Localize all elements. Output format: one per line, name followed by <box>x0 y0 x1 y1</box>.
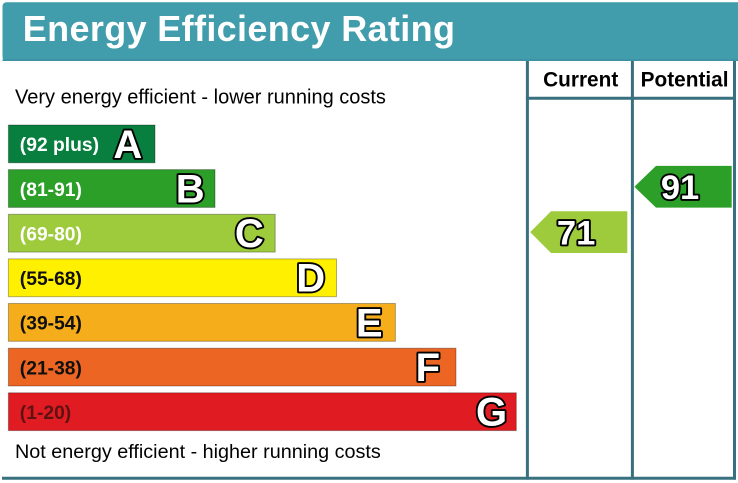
svg-text:91: 91 <box>661 169 699 207</box>
svg-text:(1-20): (1-20) <box>20 403 71 424</box>
svg-text:B: B <box>176 167 205 211</box>
svg-text:(21-38): (21-38) <box>20 358 82 379</box>
svg-text:(55-68): (55-68) <box>20 269 82 290</box>
svg-text:G: G <box>476 391 507 435</box>
svg-text:A: A <box>113 123 142 167</box>
svg-text:71: 71 <box>557 214 595 252</box>
svg-text:E: E <box>356 301 383 345</box>
svg-text:(69-80): (69-80) <box>20 225 82 246</box>
svg-text:Not energy efficient - higher: Not energy efficient - higher running co… <box>15 441 381 463</box>
svg-text:(39-54): (39-54) <box>20 314 82 335</box>
svg-text:Very energy efficient - lower: Very energy efficient - lower running co… <box>15 87 386 109</box>
svg-text:Current: Current <box>543 69 618 92</box>
svg-text:(92 plus): (92 plus) <box>20 135 99 156</box>
svg-text:(81-91): (81-91) <box>20 180 82 201</box>
svg-text:Energy Efficiency Rating: Energy Efficiency Rating <box>23 8 456 49</box>
svg-text:C: C <box>235 212 264 256</box>
svg-text:F: F <box>416 346 440 390</box>
svg-text:Potential: Potential <box>641 69 729 92</box>
svg-text:D: D <box>296 257 325 301</box>
